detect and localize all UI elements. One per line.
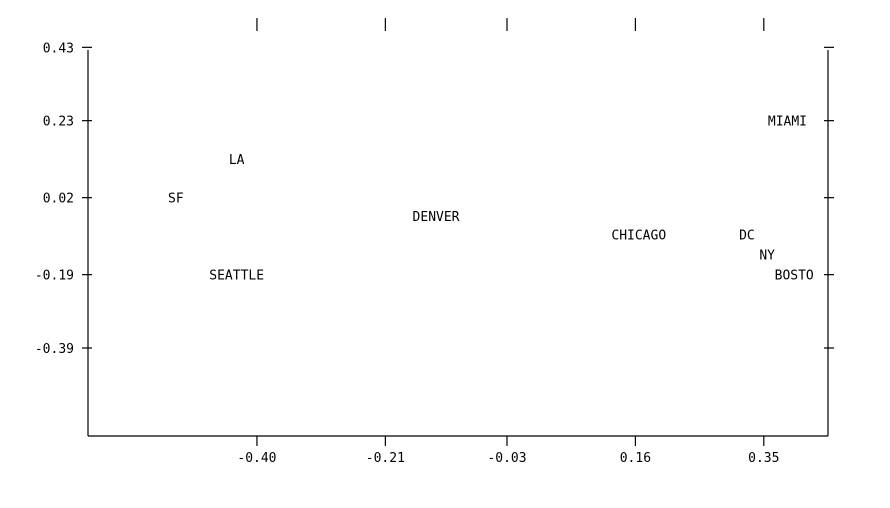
x-tick-label: 0.16 bbox=[620, 451, 651, 466]
point-label-bosto: BOSTO bbox=[775, 269, 814, 284]
point-label-ny: NY bbox=[759, 249, 775, 264]
x-tick-label: -0.03 bbox=[487, 451, 526, 466]
x-tick-label: 0.35 bbox=[748, 451, 779, 466]
x-tick-label: -0.40 bbox=[237, 451, 276, 466]
point-label-miami: MIAMI bbox=[768, 115, 807, 130]
y-tick-label: -0.19 bbox=[35, 269, 74, 284]
ticks-layer: -0.40 -0.21 -0.03 0.16 0.35 0.43 0.23 0.02 -0.19… bbox=[35, 18, 834, 466]
point-label-chicago: CHICAGO bbox=[611, 228, 666, 243]
y-tick-label: 0.23 bbox=[43, 115, 74, 130]
point-label-denver: DENVER bbox=[413, 210, 460, 225]
point-label-seattle: SEATTLE bbox=[209, 269, 264, 284]
point-label-la: LA bbox=[229, 153, 245, 168]
y-tick-label: 0.02 bbox=[43, 192, 74, 207]
y-tick-label: 0.43 bbox=[43, 41, 74, 56]
axes-layer bbox=[87, 50, 829, 437]
point-label-sf: SF bbox=[168, 192, 184, 207]
y-tick-label: -0.39 bbox=[35, 342, 74, 357]
point-label-dc: DC bbox=[739, 228, 755, 243]
x-tick-label: -0.21 bbox=[366, 451, 405, 466]
